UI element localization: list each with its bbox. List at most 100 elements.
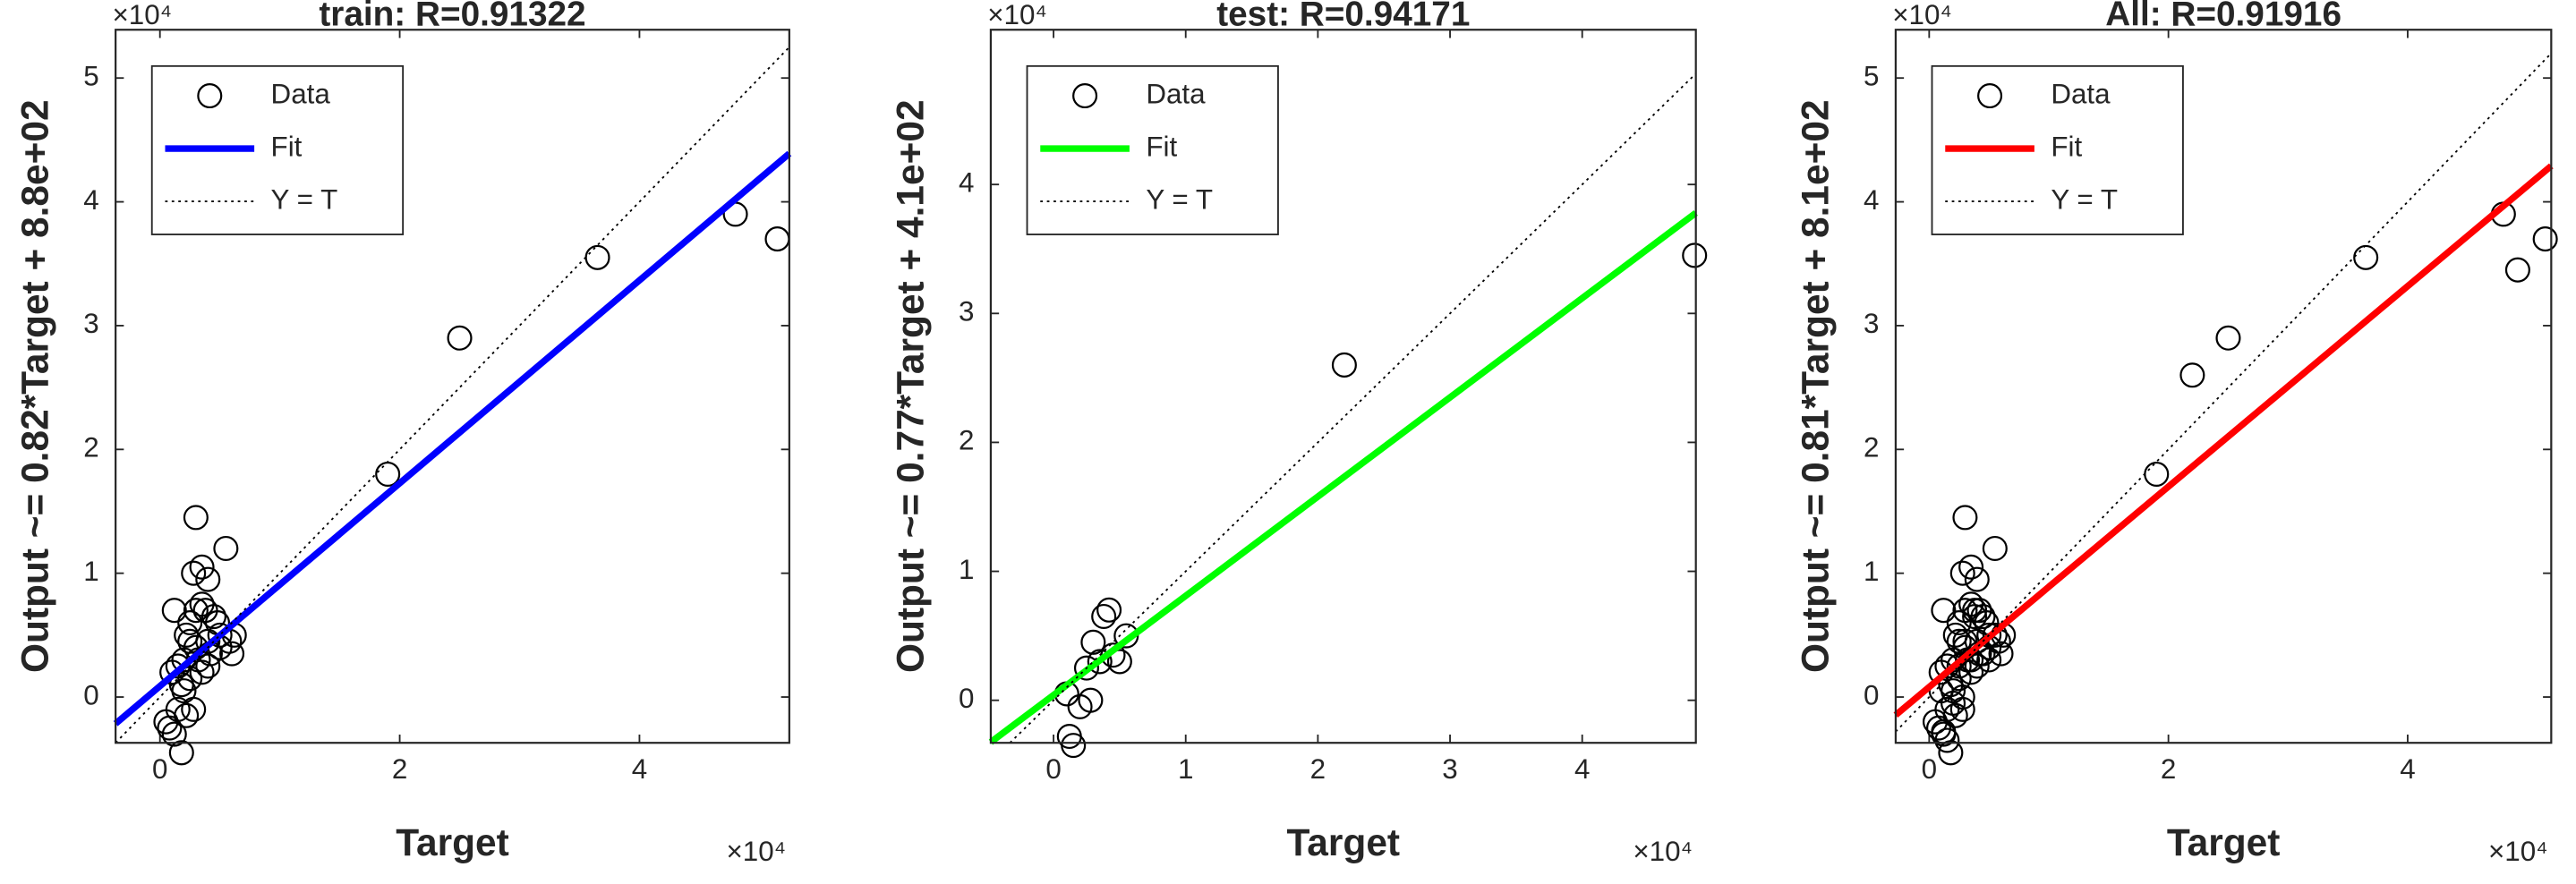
y-tick-label: 2 [959,425,974,456]
panel: 0 1 2 3 4 0 1 2 3 4 test: R=0.94171 Target Output ~=… [889,0,1708,867]
legend-marker [1977,83,2003,109]
data-point [165,696,191,722]
y-tick-label: 3 [959,296,974,327]
legend-marker [1072,83,1098,109]
data-point [447,325,473,351]
data-point [177,609,203,636]
x-tick-label: 2 [2161,753,2176,785]
y-multiplier: ×10⁴ [1892,0,1952,30]
y-tick-label: 4 [1864,184,1879,216]
data-point [1976,647,2002,673]
x-tick-label: 2 [392,753,407,785]
legend-label: Fit [2051,131,2082,162]
legend-marker [197,83,223,109]
data-point [1934,727,1960,753]
data-point [1106,649,1132,675]
y-tick-label: 3 [1864,308,1879,339]
y-tick-label: 3 [83,308,98,339]
x-multiplier: ×10⁴ [2488,836,2548,867]
x-tick-label: 0 [1045,753,1061,785]
data-point [183,505,209,531]
legend-label: Data [2051,78,2111,109]
data-point [1958,591,1984,617]
data-point [1942,702,1968,728]
data-point [1946,628,1972,654]
data-point [174,702,200,728]
x-tick-label: 0 [1922,753,1937,785]
data-point [181,696,207,722]
axes-box [989,29,1697,744]
identity-line [115,46,790,744]
legend-label: Fit [271,131,303,162]
data-point [1073,655,1099,681]
data-point [161,598,187,624]
y-tick-label: 0 [1864,679,1879,710]
data-point [1958,554,1984,580]
data-point [219,641,245,667]
data-point [1974,609,2000,636]
y-multiplier: ×10⁴ [112,0,172,30]
data-point [1966,598,1992,624]
x-tick-label: 4 [632,753,647,785]
y-multiplier: ×10⁴ [987,0,1047,30]
data-point [195,653,221,679]
y-tick-label: 4 [959,166,974,198]
y-tick-label: 0 [959,683,974,714]
data-point [1946,653,1972,679]
data-point [1949,560,1975,586]
fit-line [113,150,792,727]
chart-title: train: R=0.91322 [319,0,585,34]
y-tick-label: 1 [83,556,98,587]
x-tick-label: 4 [1574,753,1590,785]
legend-label: Y = T [271,183,338,215]
fit-line [1893,163,2554,718]
x-tick-label: 3 [1442,753,1457,785]
axes-box [1894,29,2553,744]
data-point [213,535,239,562]
data-point [1080,629,1106,655]
identity-line [1895,52,2552,733]
chart-title: All: R=0.91916 [2105,0,2341,34]
data-point [2179,362,2205,388]
x-tick-label: 0 [152,753,167,785]
legend-label: Y = T [2051,183,2118,215]
data-point [1078,687,1104,713]
data-point [1949,684,1975,710]
data-point [1331,352,1357,378]
identity-line [1009,72,1697,744]
x-axis-label: Target [2167,821,2281,863]
y-tick-label: 5 [83,60,98,91]
x-axis-label: Target [1287,821,1401,863]
axes-box [115,29,790,744]
data-point [168,740,194,766]
data-point [195,566,221,592]
legend-label: Fit [1146,131,1177,162]
data-point [189,554,215,580]
data-point [1964,653,1990,679]
y-tick-label: 5 [1864,60,1879,91]
x-tick-label: 4 [2400,753,2415,785]
data-point [2504,257,2530,283]
data-point [1096,597,1122,623]
y-axis-label: Output ~= 0.81*Target + 8.1e+02 [1794,99,1836,673]
y-tick-label: 0 [83,679,98,710]
legend-label: Data [271,78,331,109]
data-point [1091,603,1117,630]
legend-label: Y = T [1146,183,1213,215]
legend-label: Data [1146,78,1206,109]
data-point [2532,226,2558,252]
data-point [1982,535,2008,562]
data-point [1087,649,1113,675]
data-point [1988,641,2014,667]
y-axis-label: Output ~= 0.82*Target + 8.8e+02 [14,99,56,673]
y-tick-label: 4 [83,184,98,216]
panel: 0 2 4 0 1 2 3 4 5 train: R=0.91322 Target Output ~=… [14,0,792,867]
fit-line [988,209,1698,745]
data-point [1962,604,1988,630]
data-point [1946,609,1972,636]
x-tick-label: 2 [1310,753,1326,785]
data-point [1982,622,2008,648]
data-point [189,591,215,617]
